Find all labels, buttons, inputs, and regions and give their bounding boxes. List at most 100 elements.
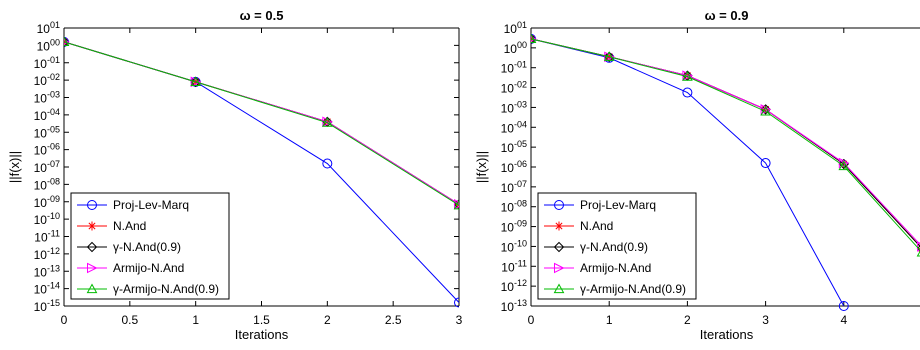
x-tick-label: 2	[684, 313, 691, 327]
y-tick-label: 10-08	[501, 199, 527, 215]
y-tick-label: 10-12	[34, 246, 60, 262]
legend-entry: N.And	[580, 219, 613, 233]
x-tick-label: 3	[762, 313, 769, 327]
data-point	[916, 245, 920, 252]
legend-entry: γ-Armijo-N.And(0.9)	[580, 282, 686, 296]
x-tick-label: 2.5	[385, 313, 402, 327]
plot-area	[531, 33, 920, 311]
data-point	[190, 76, 202, 86]
data-point	[322, 116, 333, 128]
data-point	[322, 158, 333, 169]
data-point	[454, 297, 459, 308]
data-point	[838, 301, 849, 311]
legend-marker	[554, 200, 564, 210]
legend-entry: γ-Armijo-N.And(0.9)	[113, 282, 219, 296]
legend	[70, 192, 230, 300]
legend	[537, 192, 697, 300]
chart-title: ω = 0.5	[240, 8, 284, 23]
chart-panel-2: ω = 0.9 0 1 2 3 4 1001 1000 10-01 10-02 10-03 10-04…	[474, 8, 920, 342]
y-tick-label: 10-06	[501, 159, 527, 175]
x-tick-label: 2	[324, 313, 331, 327]
y-axis-label: ||f(x)||	[7, 151, 22, 183]
legend-marker	[554, 221, 564, 231]
x-tick-label: 0	[528, 313, 535, 327]
data-point	[64, 36, 70, 46]
data-point	[917, 241, 920, 252]
data-point	[321, 117, 333, 127]
data-point	[190, 76, 201, 88]
y-tick-label: 10-07	[501, 179, 527, 195]
series-line-0	[531, 38, 845, 307]
y-axis-label: ||f(x)||	[474, 151, 489, 183]
series-line-4	[531, 38, 920, 251]
data-point	[603, 51, 615, 61]
data-point	[603, 51, 615, 62]
y-tick-label: 1001	[37, 20, 60, 36]
y-tick-label: 10-11	[34, 229, 60, 245]
chart-title: ω = 0.9	[705, 8, 749, 23]
x-tick-label: 0	[61, 313, 68, 327]
data-point	[454, 199, 459, 210]
data-point	[531, 33, 537, 45]
legend-entry: Proj-Lev-Marq	[580, 198, 656, 212]
series-line-4	[64, 41, 459, 206]
legend-entry: Armijo-N.And	[113, 261, 184, 275]
y-tick-label: 10-10	[501, 238, 527, 254]
data-point	[531, 33, 537, 44]
y-tick-label: 1001	[504, 20, 527, 36]
y-tick-label: 10-04	[501, 119, 527, 135]
legend-marker	[87, 262, 98, 274]
x-tick-label: 1	[606, 313, 613, 327]
y-tick-label: 10-13	[501, 298, 527, 314]
x-tick-label: 1.5	[253, 313, 270, 327]
y-tick-label: 10-06	[34, 142, 60, 158]
legend-marker	[87, 221, 97, 231]
y-tick-label: 1000	[504, 40, 527, 56]
data-point	[838, 160, 850, 171]
x-tick-label: 4	[840, 313, 847, 327]
x-axis-label: Iterations	[700, 327, 754, 342]
y-tick-label: 10-01	[34, 55, 60, 71]
y-tick-label: 10-02	[501, 80, 527, 96]
plot-area	[64, 36, 459, 308]
x-tick-label: 1	[192, 313, 199, 327]
legend-entry: N.And	[113, 219, 146, 233]
x-tick-label: 0.5	[121, 313, 138, 327]
y-tick-label: 10-03	[34, 90, 60, 106]
data-point	[64, 36, 70, 48]
data-point	[453, 199, 459, 210]
y-tick-label: 10-15	[34, 298, 60, 314]
y-tick-label: 10-09	[501, 219, 527, 235]
legend-marker	[86, 241, 98, 253]
legend-marker	[554, 262, 565, 274]
data-point	[760, 105, 771, 116]
data-point	[604, 51, 615, 63]
legend-entry: Armijo-N.And	[580, 261, 651, 275]
legend-entry: γ-N.And(0.9)	[580, 240, 648, 254]
y-tick-label: 10-01	[501, 60, 527, 76]
legend-marker	[553, 241, 565, 253]
y-tick-label: 10-04	[34, 107, 60, 123]
y-tick-label: 10-09	[34, 194, 60, 210]
y-tick-label: 10-10	[34, 211, 60, 227]
y-tick-label: 10-03	[501, 99, 527, 115]
y-tick-label: 10-05	[501, 139, 527, 155]
x-tick-label: 3	[456, 313, 463, 327]
y-tick-label: 1000	[37, 37, 60, 53]
y-tick-label: 10-11	[501, 258, 527, 274]
y-tick-label: 10-13	[34, 263, 60, 279]
data-point	[682, 87, 693, 98]
data-point	[682, 71, 693, 81]
y-tick-label: 10-05	[34, 124, 60, 140]
x-axis-label: Iterations	[235, 327, 289, 342]
y-tick-label: 10-14	[34, 281, 60, 297]
legend-entry: Proj-Lev-Marq	[113, 198, 189, 212]
y-tick-label: 10-07	[34, 159, 60, 175]
y-tick-label: 10-12	[501, 278, 527, 294]
legend-entry: γ-N.And(0.9)	[113, 240, 181, 254]
data-point	[190, 76, 202, 88]
legend-marker	[553, 283, 565, 294]
y-tick-label: 10-08	[34, 176, 60, 192]
legend-marker	[86, 283, 98, 294]
